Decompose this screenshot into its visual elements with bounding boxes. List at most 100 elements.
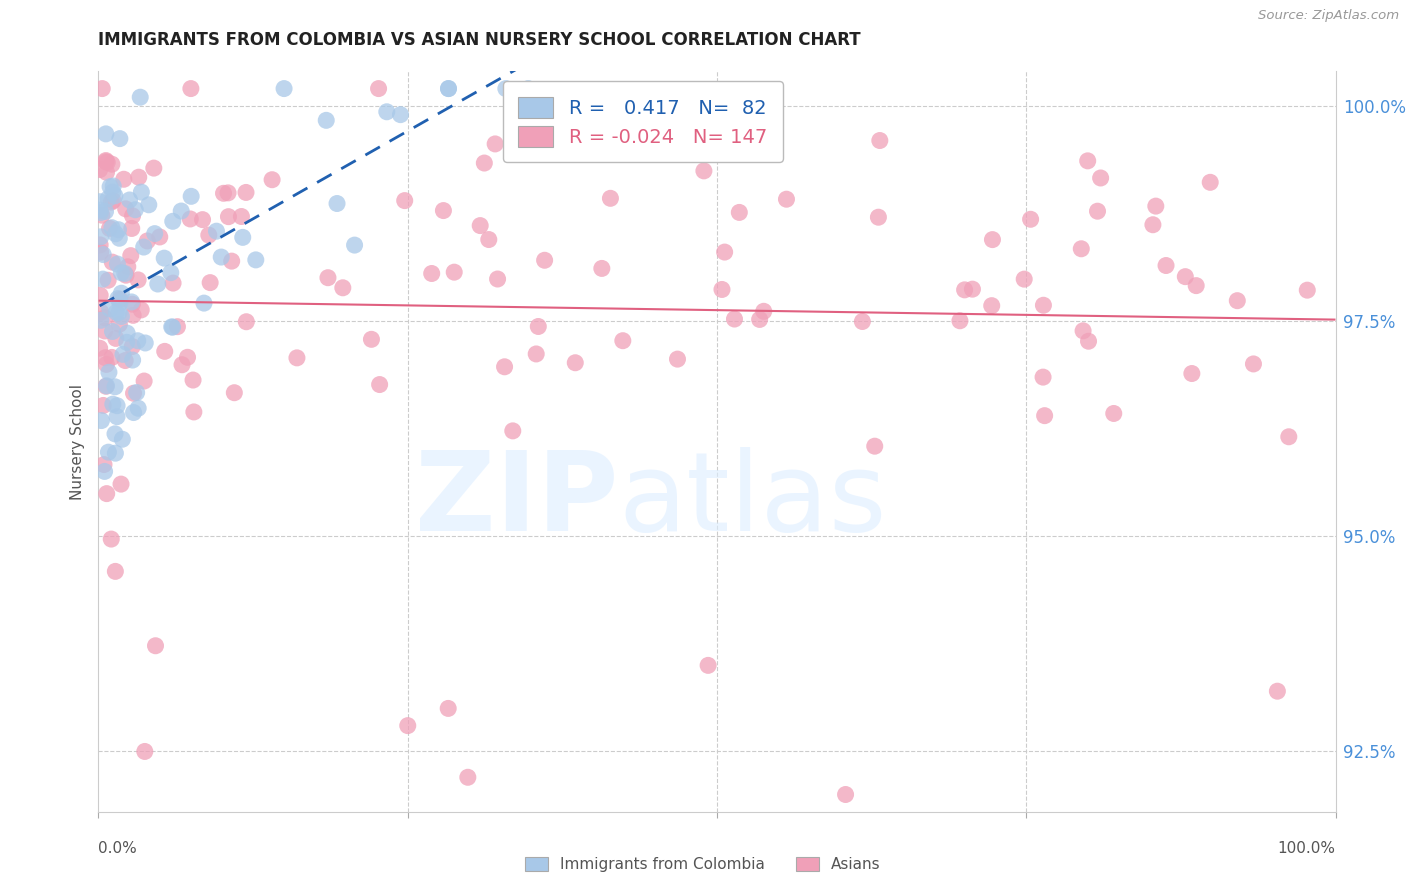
Point (176, 351, 198, 365)
Point (121, 294, 143, 309)
Point (114, 353, 136, 368)
Point (94, 351, 117, 365)
Point (949, 314, 972, 328)
Point (134, 374, 156, 388)
Point (121, 353, 143, 368)
Point (170, 204, 193, 219)
Point (134, 744, 156, 758)
Point (212, 186, 235, 201)
Point (146, 277, 169, 291)
Point (1154, 259, 1177, 273)
Point (180, 81, 202, 95)
Point (96, 155, 118, 169)
Point (134, 335, 156, 350)
Point (179, 211, 201, 226)
Point (97, 192, 120, 206)
Point (394, 194, 416, 208)
Point (1278, 430, 1301, 444)
Point (153, 344, 176, 359)
Point (1144, 199, 1167, 213)
Point (91, 399, 114, 413)
Point (94, 153, 117, 168)
Point (752, 304, 775, 318)
Point (484, 136, 506, 151)
Point (121, 209, 143, 223)
Point (343, 238, 366, 252)
Point (1199, 175, 1222, 189)
Point (89, 203, 111, 218)
Point (1071, 324, 1094, 338)
Point (159, 266, 181, 280)
Point (245, 252, 267, 267)
Point (122, 309, 145, 323)
Point (91, 272, 114, 286)
Point (981, 233, 1004, 247)
Point (128, 170, 150, 185)
Point (122, 386, 145, 401)
Point (132, 240, 155, 254)
Point (494, 359, 516, 374)
Point (612, 123, 634, 137)
Point (96, 379, 118, 393)
Point (90, 229, 112, 244)
Point (101, 325, 124, 339)
Point (89, 162, 111, 177)
Point (136, 234, 159, 248)
Point (502, 424, 524, 438)
Point (90, 208, 112, 222)
Point (100, 532, 122, 546)
Point (101, 220, 124, 235)
Point (129, 90, 152, 104)
Point (224, 385, 246, 400)
Point (375, 104, 398, 119)
Point (360, 332, 382, 346)
Point (693, 164, 716, 178)
Point (495, 81, 517, 95)
Point (723, 312, 745, 326)
Point (108, 317, 131, 331)
Point (117, 260, 139, 274)
Point (262, 172, 284, 186)
Point (162, 214, 184, 228)
Point (326, 196, 349, 211)
Point (104, 188, 127, 202)
Point (101, 157, 124, 171)
Point (100, 195, 122, 210)
Point (980, 299, 1002, 313)
Point (98, 221, 121, 235)
Point (93, 464, 115, 478)
Point (91, 247, 114, 261)
Text: 100.0%: 100.0% (1278, 841, 1336, 856)
Point (1296, 283, 1319, 297)
Point (470, 219, 492, 233)
Point (231, 210, 253, 224)
Point (367, 81, 389, 95)
Point (90, 313, 112, 327)
Point (114, 267, 136, 281)
Point (1185, 278, 1208, 293)
Point (114, 202, 136, 216)
Point (107, 257, 129, 271)
Point (125, 385, 148, 400)
Point (748, 312, 770, 326)
Point (728, 205, 751, 219)
Point (111, 347, 134, 361)
Point (110, 286, 132, 301)
Point (1012, 272, 1035, 286)
Point (697, 658, 720, 673)
Point (127, 334, 149, 348)
Y-axis label: Nursery School: Nursery School (70, 384, 86, 500)
Point (1226, 293, 1249, 308)
Point (1032, 298, 1054, 312)
Point (153, 251, 176, 265)
Point (120, 249, 142, 263)
Point (1090, 171, 1112, 186)
Point (432, 203, 454, 218)
Point (162, 320, 184, 334)
Point (591, 261, 613, 276)
Point (149, 230, 172, 244)
Point (110, 477, 132, 491)
Point (104, 565, 127, 579)
Point (143, 227, 166, 241)
Point (101, 185, 124, 199)
